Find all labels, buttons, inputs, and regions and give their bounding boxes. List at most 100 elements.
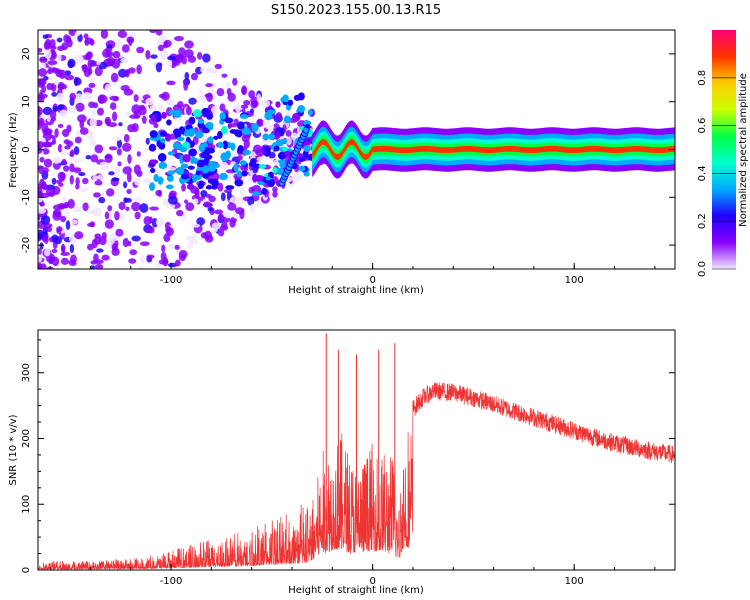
spectrogram-cell	[121, 142, 132, 152]
spectrogram-cell	[58, 69, 66, 80]
spectrogram-cell	[51, 234, 59, 242]
spectrogram-cell	[96, 60, 101, 66]
spectrogram-cell	[247, 175, 253, 184]
spectrogram-cell	[60, 257, 69, 265]
spectrogram-cell	[38, 78, 47, 86]
spectrogram-cell	[262, 146, 271, 153]
spectrogram-cell	[58, 182, 64, 187]
spectrogram-cell	[131, 235, 141, 242]
spectrogram-cell	[272, 191, 278, 198]
spectrogram-cell	[241, 108, 246, 114]
spectrogram-cell	[52, 156, 62, 164]
spectrogram-cell	[141, 115, 147, 125]
spectrogram-cell	[155, 112, 161, 122]
spectrogram-cell	[38, 63, 47, 69]
spectrogram-cell	[94, 233, 102, 239]
spectrogram-cell	[38, 91, 44, 100]
spectrogram-cell	[110, 72, 119, 83]
spectrogram-cell	[173, 128, 181, 136]
spectrogram-cell	[180, 163, 189, 169]
spectrogram-cell	[112, 136, 122, 141]
spectrogram-cell	[127, 124, 136, 133]
spectrogram-cell	[139, 106, 147, 116]
spectrogram-cell	[51, 92, 58, 97]
spectrogram-cell	[219, 103, 226, 112]
spectrogram-cell	[185, 235, 194, 241]
spectrogram-cell	[242, 149, 251, 156]
spectrogram-cell	[181, 174, 190, 180]
spectrogram-cell	[64, 74, 75, 81]
spectrogram-cell	[44, 38, 52, 49]
spectrogram-cell	[109, 102, 117, 111]
spectrogram-cell	[116, 139, 123, 149]
spectrogram-cell	[205, 185, 213, 190]
spectrogram-cell	[61, 143, 67, 153]
spectrogram-cell	[47, 60, 58, 66]
spectrogram-cell	[279, 127, 285, 137]
spectrogram-cell	[60, 215, 67, 223]
spectrogram-cell	[61, 196, 67, 204]
spectrogram-cell	[188, 148, 198, 157]
spectrogram-cell	[161, 244, 166, 253]
spectrogram-cell	[67, 198, 75, 209]
spectrogram-cell	[200, 67, 205, 73]
spectrogram-cell	[51, 177, 57, 185]
spectrogram-cell	[60, 243, 66, 254]
spectrogram-cell	[175, 166, 185, 175]
spectrogram-cell	[64, 145, 71, 150]
spectrogram-cell	[275, 101, 281, 108]
spectrogram-cell	[124, 198, 132, 203]
colorbar-tick-label: 0.4	[697, 165, 708, 181]
spectrogram-cell	[38, 191, 44, 198]
spectrogram-ytick-label: 20	[21, 48, 32, 61]
spectrogram-cell	[46, 114, 51, 122]
spectrogram-cell	[44, 49, 52, 60]
spectrogram-cell	[145, 137, 150, 145]
spectrogram-cell	[92, 207, 102, 217]
figure-title: S150.2023.155.00.13.R15	[271, 3, 441, 18]
spectrogram-cell	[200, 152, 209, 159]
snr-ticks: -100 0 100 0 100 200 300	[21, 339, 675, 587]
spectrogram-cell	[196, 217, 205, 226]
spectrogram-cell	[66, 140, 74, 147]
spectrogram-cell	[136, 64, 142, 75]
spectrogram-cell	[98, 94, 108, 104]
spectrogram-cell	[102, 48, 111, 58]
spectrogram-cell	[87, 130, 94, 141]
spectrogram-cell	[196, 159, 206, 168]
spectrogram-cell	[176, 209, 184, 217]
spectrogram-cell	[227, 92, 236, 102]
spectrogram-cell	[282, 94, 289, 103]
spectrogram-cell	[167, 262, 178, 268]
spectrogram-cell	[109, 95, 119, 101]
spectrogram-cell	[207, 136, 214, 144]
spectrogram-cell	[249, 203, 255, 212]
spectrogram-cell	[167, 58, 173, 68]
spectrogram-cell	[261, 99, 271, 108]
spectrogram-cell	[92, 175, 99, 180]
spectrogram-cell	[149, 182, 155, 191]
spectrogram-cell	[150, 54, 158, 59]
spectrogram-cell	[42, 34, 49, 39]
spectrogram-cell	[198, 180, 205, 189]
spectrogram-cell	[106, 56, 116, 66]
spectrogram-cell	[120, 57, 129, 63]
spectrogram-cell	[133, 164, 141, 175]
spectrogram-cell	[118, 122, 123, 127]
spectrogram-cell	[41, 84, 47, 94]
spectrogram-cell	[187, 128, 195, 137]
spectrogram-cell	[142, 178, 151, 184]
spectrogram-cell	[74, 31, 81, 37]
spectrogram-cell	[104, 211, 110, 220]
spectrogram-cell	[243, 99, 251, 106]
spectrogram-cell	[146, 254, 155, 259]
spectrogram-cell	[183, 49, 194, 58]
spectrogram-cell	[74, 231, 84, 240]
snr-frame	[37, 329, 676, 571]
spectrogram-cell	[94, 263, 104, 269]
spectrogram-cell	[64, 70, 72, 76]
spectrogram-cell	[231, 150, 239, 157]
spectrogram-cell	[256, 93, 262, 103]
spectrogram-cell	[157, 176, 164, 185]
spectrogram-cell	[104, 116, 111, 126]
